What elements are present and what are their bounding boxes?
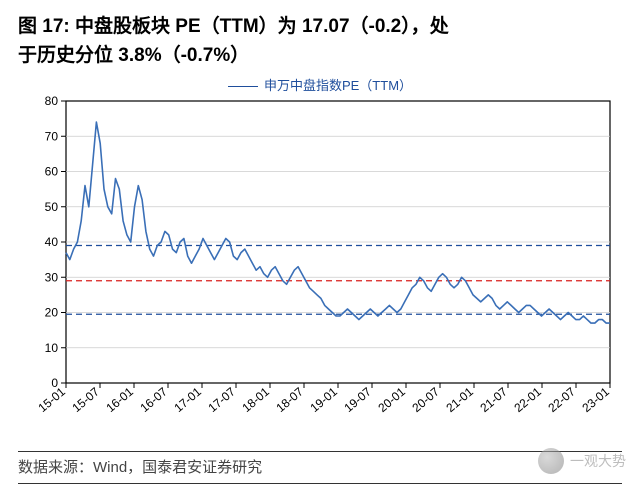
svg-text:17-01: 17-01: [171, 384, 204, 415]
source-text: 数据来源：Wind，国泰君安证券研究: [18, 456, 622, 477]
svg-text:20-01: 20-01: [375, 384, 408, 415]
svg-text:19-07: 19-07: [341, 384, 374, 415]
svg-text:22-01: 22-01: [511, 384, 544, 415]
watermark: 一观大势: [538, 448, 626, 474]
legend-line-icon: [228, 86, 258, 87]
svg-text:40: 40: [45, 235, 59, 249]
svg-text:19-01: 19-01: [307, 384, 340, 415]
svg-text:60: 60: [45, 164, 59, 178]
legend-label: 申万中盘指数PE（TTM）: [264, 78, 412, 93]
svg-text:18-01: 18-01: [239, 384, 272, 415]
svg-text:16-07: 16-07: [137, 384, 170, 415]
svg-text:18-07: 18-07: [273, 384, 306, 415]
svg-text:80: 80: [45, 94, 59, 108]
line-chart: 申万中盘指数PE（TTM） 0102030405060708015-0115-0…: [18, 75, 622, 445]
svg-text:21-01: 21-01: [443, 384, 476, 415]
svg-text:50: 50: [45, 200, 59, 214]
svg-text:23-01: 23-01: [579, 384, 612, 415]
svg-text:22-07: 22-07: [545, 384, 578, 415]
svg-text:30: 30: [45, 270, 59, 284]
title-line-1: 图 17: 中盘股板块 PE（TTM）为 17.07（-0.2），处: [18, 16, 449, 37]
chart-legend: 申万中盘指数PE（TTM）: [18, 75, 622, 94]
svg-text:20: 20: [45, 305, 59, 319]
svg-text:16-01: 16-01: [103, 384, 136, 415]
divider-bottom: [18, 483, 622, 484]
svg-text:17-07: 17-07: [205, 384, 238, 415]
figure-title: 图 17: 中盘股板块 PE（TTM）为 17.07（-0.2），处 于历史分位…: [18, 12, 622, 71]
chart-svg: 0102030405060708015-0115-0716-0116-0717-…: [18, 75, 622, 445]
divider-top: [18, 451, 622, 452]
watermark-badge-icon: [538, 448, 564, 474]
watermark-text: 一观大势: [570, 451, 626, 471]
svg-text:21-07: 21-07: [477, 384, 510, 415]
svg-text:70: 70: [45, 129, 59, 143]
svg-text:10: 10: [45, 341, 59, 355]
title-line-2: 于历史分位 3.8%（-0.7%）: [18, 45, 249, 66]
svg-text:20-07: 20-07: [409, 384, 442, 415]
svg-text:15-07: 15-07: [69, 384, 102, 415]
